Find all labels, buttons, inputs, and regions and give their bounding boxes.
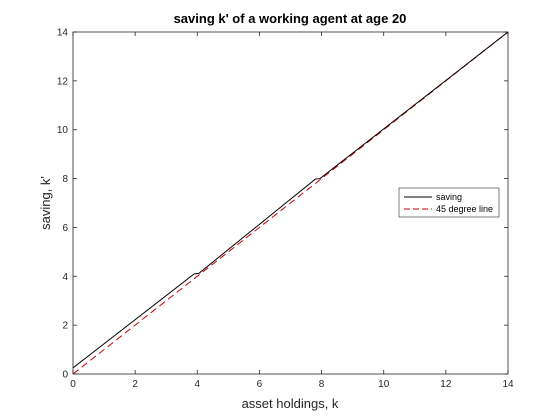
x-tick-label: 8 (319, 379, 325, 390)
y-tick-label: 6 (62, 223, 68, 234)
series-line-45-degree (73, 32, 508, 374)
y-axis: 0 2 4 6 8 10 12 14 (57, 28, 508, 381)
y-tick-label: 8 (62, 174, 68, 185)
y-tick-label: 0 (62, 370, 68, 381)
legend: saving 45 degree line (398, 187, 500, 218)
legend-label-saving: saving (436, 192, 462, 202)
x-tick-label: 2 (132, 379, 138, 390)
series-layer (73, 32, 508, 374)
x-axis-label: asset holdings, k (242, 396, 339, 411)
y-tick-label: 12 (57, 76, 69, 87)
x-axis: 0 2 4 6 8 10 12 14 (70, 32, 514, 390)
y-tick-label: 4 (62, 272, 68, 283)
y-tick-label: 2 (62, 321, 68, 332)
x-tick-label: 0 (70, 379, 76, 390)
y-tick-label: 14 (57, 28, 69, 39)
x-tick-label: 10 (378, 379, 390, 390)
x-tick-label: 4 (195, 379, 201, 390)
chart-title: saving k' of a working agent at age 20 (174, 11, 407, 26)
series-line-saving (73, 32, 508, 369)
x-tick-label: 6 (257, 379, 263, 390)
y-axis-label: saving, k' (38, 176, 53, 230)
legend-box (398, 187, 500, 218)
legend-label-45-degree: 45 degree line (436, 204, 493, 214)
x-tick-label: 12 (440, 379, 452, 390)
x-tick-label: 14 (502, 379, 514, 390)
y-tick-label: 10 (57, 125, 69, 136)
